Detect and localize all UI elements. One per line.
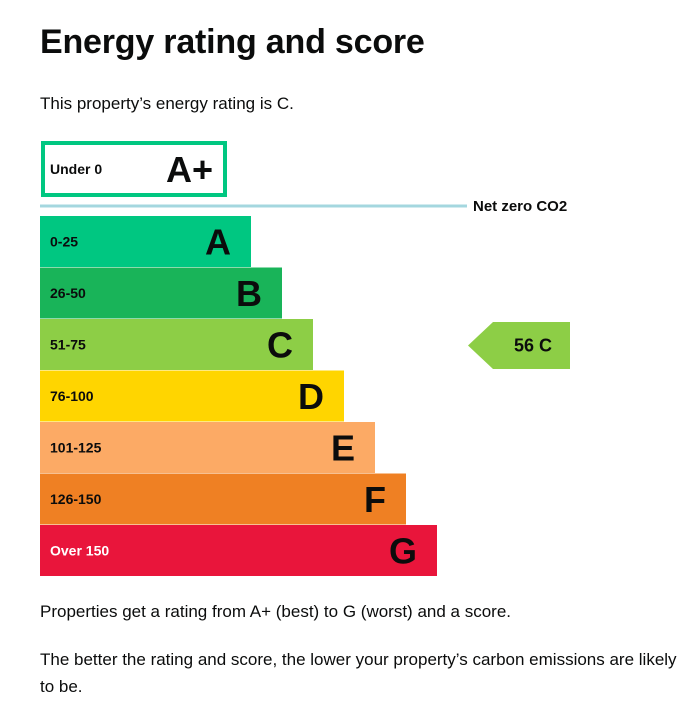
band-c: 51-75 C bbox=[40, 319, 313, 370]
current-rating-arrow bbox=[468, 322, 570, 369]
band-e: 101-125 E bbox=[40, 422, 375, 473]
band-b: 26-50 B bbox=[40, 267, 282, 319]
current-rating-indicator: 56 C bbox=[468, 322, 570, 369]
rating-summary: This property’s energy rating is C. bbox=[40, 94, 294, 113]
band-d: 76-100 D bbox=[40, 370, 344, 422]
band-d-bar bbox=[40, 370, 344, 422]
net-zero-threshold: Net zero CO2 bbox=[40, 198, 567, 215]
band-a: 0-25 A bbox=[40, 216, 251, 267]
band-a-bar bbox=[40, 216, 251, 267]
band-b-bar bbox=[40, 267, 282, 319]
band-letter-label: A+ bbox=[166, 149, 213, 190]
rating-explanation: Properties get a rating from A+ (best) t… bbox=[40, 602, 512, 621]
band-f: 126-150 F bbox=[40, 473, 406, 525]
band-letter-label: E bbox=[331, 428, 355, 469]
band-range-label: Over 150 bbox=[50, 543, 109, 559]
band-range-label: 101-125 bbox=[50, 440, 102, 456]
band-letter-label: G bbox=[389, 531, 417, 572]
band-range-label: 126-150 bbox=[50, 491, 102, 507]
band-a-plus-box bbox=[41, 141, 227, 197]
band-c-bar bbox=[40, 319, 313, 370]
band-letter-label: A bbox=[205, 222, 231, 263]
band-f-bar bbox=[40, 473, 406, 525]
band-g-bar bbox=[40, 525, 437, 576]
band-e-bar bbox=[40, 422, 375, 473]
band-range-label: Under 0 bbox=[50, 161, 102, 177]
band-g: Over 150 G bbox=[40, 525, 437, 576]
page-title: Energy rating and score bbox=[40, 23, 425, 61]
current-rating-label: 56 C bbox=[514, 336, 552, 356]
band-range-label: 0-25 bbox=[50, 234, 78, 250]
band-range-label: 51-75 bbox=[50, 337, 86, 353]
band-a-plus: Under 0 A+ bbox=[41, 141, 227, 197]
band-letter-label: B bbox=[236, 273, 262, 314]
band-letter-label: C bbox=[267, 325, 293, 366]
rating-bands: Under 0 A+ 0-25 A 26-50 B 51-75 C 76-100 D 101-125… bbox=[40, 141, 437, 576]
band-letter-label: D bbox=[298, 376, 324, 417]
energy-rating-chart: Under 0 A+ 0-25 A 26-50 B 51-75 C 76-100 D 101-125… bbox=[40, 141, 570, 576]
band-range-label: 26-50 bbox=[50, 285, 86, 301]
net-zero-label: Net zero CO2 bbox=[473, 198, 567, 215]
emissions-explanation: The better the rating and score, the low… bbox=[40, 650, 677, 696]
band-letter-label: F bbox=[364, 479, 386, 520]
band-range-label: 76-100 bbox=[50, 388, 94, 404]
